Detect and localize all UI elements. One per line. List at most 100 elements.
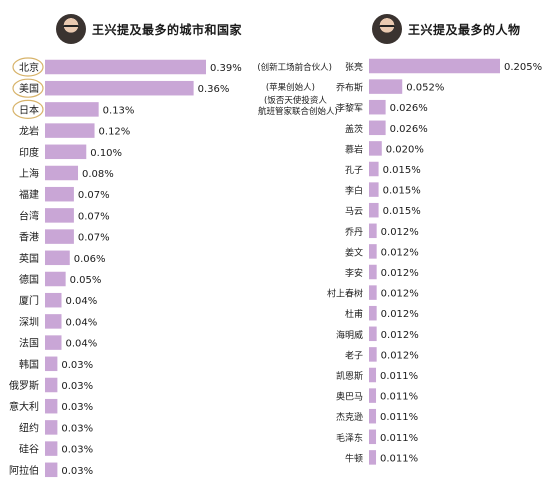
person-label: 李安 — [345, 267, 363, 279]
annotation-label: (饭否天使投资人 — [264, 95, 327, 106]
bar — [369, 367, 377, 383]
person-label: 李白 — [345, 185, 363, 197]
annotation-label: (苹果创始人) — [266, 82, 315, 93]
right-panel-header: 王兴提及最多的人物 — [372, 14, 521, 44]
bar — [45, 59, 206, 75]
value-label: 0.015% — [383, 206, 421, 217]
value-label: 0.04% — [66, 296, 98, 307]
category-label: 龙岩 — [19, 125, 39, 138]
bar — [45, 292, 62, 308]
person-label: 慕岩 — [345, 143, 363, 155]
bar — [369, 79, 403, 94]
value-label: 0.12% — [99, 127, 131, 138]
person-label: 李黎军 — [336, 102, 363, 114]
value-label: 0.05% — [70, 275, 102, 286]
category-label: 印度 — [19, 146, 39, 159]
person-label: 牛顿 — [345, 452, 363, 464]
bar — [45, 229, 74, 244]
bar — [45, 398, 58, 414]
value-label: 0.011% — [380, 433, 418, 444]
category-label: 日本 — [19, 103, 39, 116]
person-label: 孔子 — [345, 165, 363, 176]
annotation-label: 航班管家联合创始人) — [258, 106, 338, 117]
category-label: 纽约 — [19, 421, 39, 434]
value-label: 0.36% — [198, 84, 230, 95]
category-label: 意大利 — [9, 400, 39, 413]
category-label: 厦门 — [19, 294, 39, 307]
highlight-ring — [12, 57, 44, 77]
category-label: 福建 — [19, 188, 39, 201]
bar — [369, 450, 377, 465]
value-label: 0.012% — [381, 289, 419, 300]
left-panel-title: 王兴提及最多的城市和国家 — [92, 22, 243, 37]
value-label: 0.011% — [380, 392, 418, 403]
bar — [45, 80, 194, 96]
person-label: 张亮 — [345, 61, 363, 73]
value-label: 0.03% — [61, 360, 93, 371]
value-label: 0.052% — [406, 83, 444, 94]
person-label: 马云 — [345, 206, 363, 217]
value-label: 0.012% — [381, 268, 419, 279]
value-label: 0.07% — [78, 190, 110, 201]
bar — [369, 161, 379, 177]
bar — [45, 335, 62, 350]
bar — [369, 326, 377, 342]
person-label: 老子 — [345, 349, 363, 361]
value-label: 0.08% — [82, 169, 114, 180]
category-label: 北京 — [19, 61, 39, 74]
value-label: 0.03% — [61, 445, 93, 456]
bar — [45, 420, 58, 435]
value-label: 0.011% — [380, 371, 418, 382]
value-label: 0.10% — [90, 148, 122, 159]
person-label: 盖茨 — [345, 123, 363, 135]
bar — [45, 271, 66, 287]
bar — [369, 305, 377, 321]
bar — [369, 182, 379, 197]
bar — [45, 102, 99, 117]
value-label: 0.03% — [61, 466, 93, 477]
category-label: 美国 — [19, 82, 39, 95]
value-label: 0.07% — [78, 233, 110, 244]
category-label: 香港 — [19, 232, 39, 244]
value-label: 0.07% — [78, 211, 110, 222]
value-label: 0.012% — [381, 350, 419, 361]
bar — [45, 314, 62, 329]
value-label: 0.011% — [380, 412, 418, 423]
person-label: 毛泽东 — [336, 432, 363, 444]
value-label: 0.012% — [381, 247, 419, 258]
value-label: 0.205% — [504, 62, 542, 73]
value-label: 0.015% — [383, 186, 421, 197]
person-label: 杜甫 — [345, 308, 363, 320]
value-label: 0.39% — [210, 63, 242, 74]
value-label: 0.020% — [386, 144, 424, 155]
highlight-ring — [12, 99, 44, 120]
bar — [45, 165, 79, 181]
bar — [369, 244, 377, 259]
right-panel-title: 王兴提及最多的人物 — [408, 22, 521, 37]
bar — [45, 462, 58, 478]
bar — [369, 264, 377, 280]
bar — [369, 388, 377, 403]
value-label: 0.026% — [390, 103, 428, 114]
person-label: 村上春树 — [327, 288, 363, 300]
bar — [45, 208, 74, 223]
bar — [369, 408, 377, 424]
person-label: 海明威 — [336, 329, 363, 341]
person-label: 奥巴马 — [336, 391, 363, 403]
bar — [45, 250, 70, 266]
bar — [369, 202, 379, 218]
category-label: 德国 — [19, 273, 39, 286]
value-label: 0.04% — [66, 317, 98, 328]
bar — [369, 429, 377, 445]
category-label: 俄罗斯 — [9, 379, 39, 392]
category-label: 硅谷 — [19, 443, 39, 456]
category-label: 阿拉伯 — [9, 464, 39, 477]
bar — [45, 356, 58, 372]
person-label: 乔布斯 — [336, 82, 363, 94]
value-label: 0.04% — [66, 339, 98, 350]
highlight-ring — [12, 78, 44, 98]
left-panel-header: 王兴提及最多的城市和国家 — [56, 14, 242, 44]
category-label: 深圳 — [19, 316, 39, 328]
category-label: 台湾 — [19, 209, 39, 222]
